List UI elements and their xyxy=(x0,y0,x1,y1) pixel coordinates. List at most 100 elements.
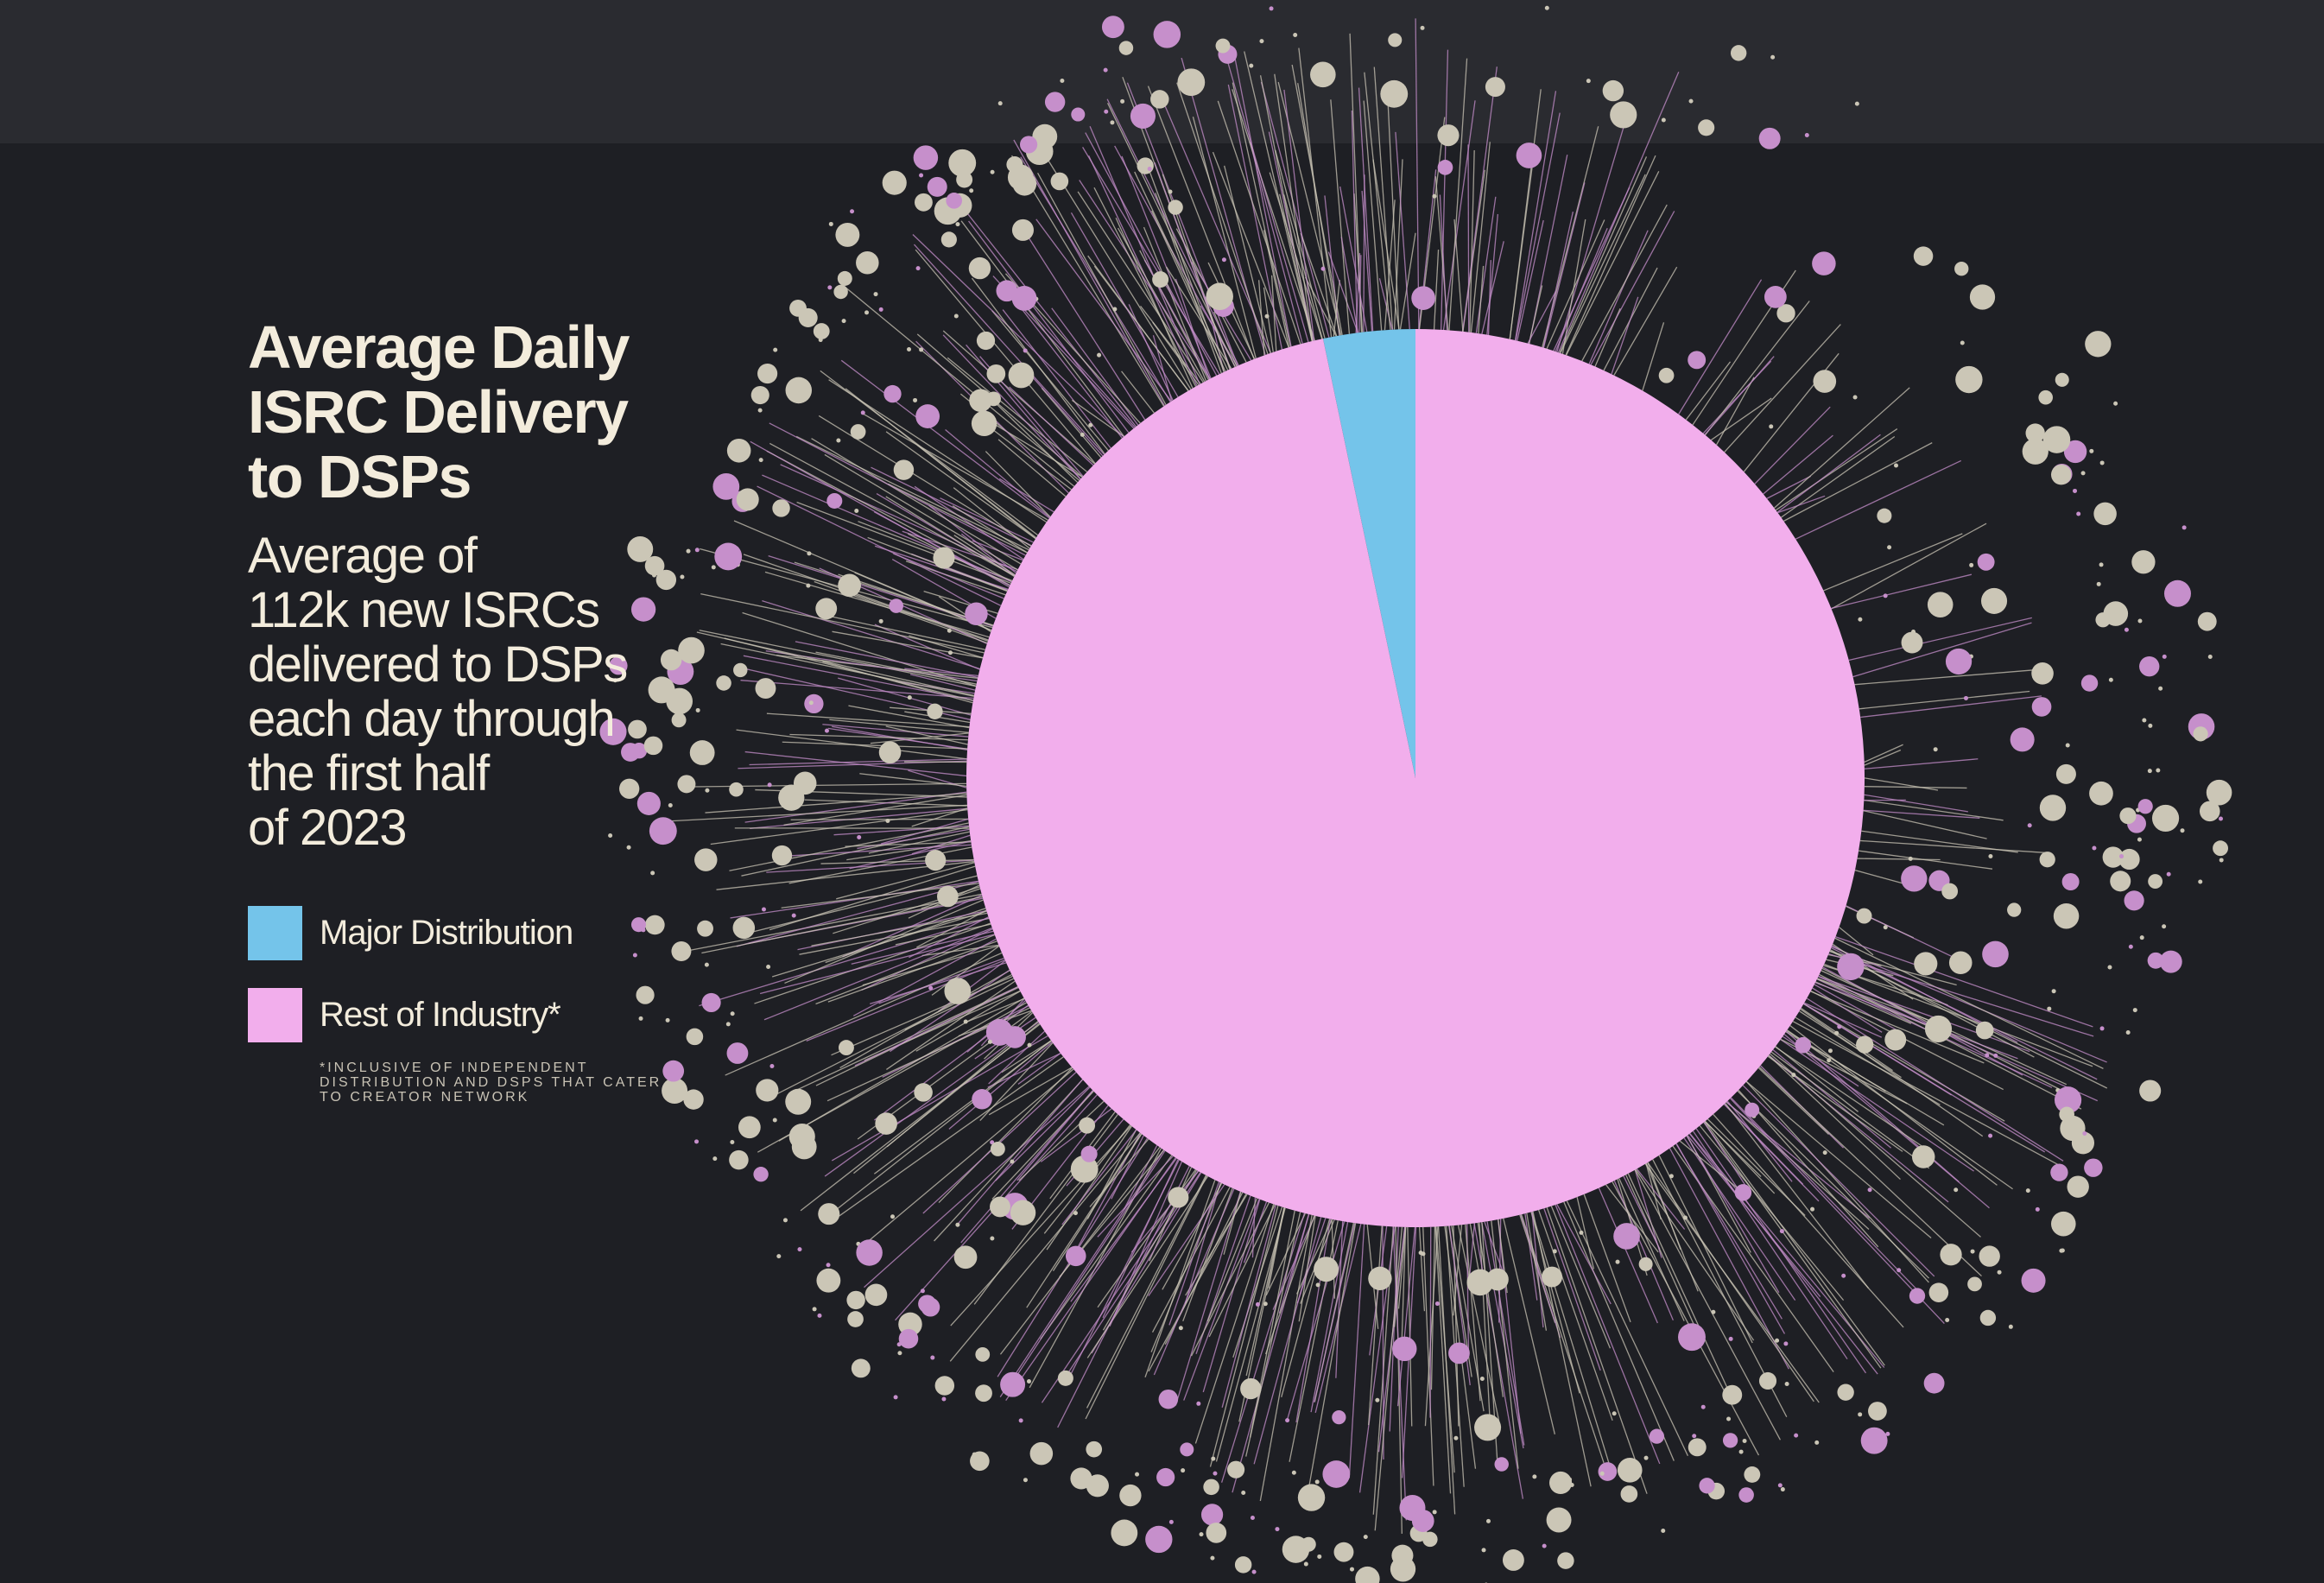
decoration-spoke xyxy=(790,818,969,820)
decoration-dot xyxy=(808,700,814,706)
decoration-spoke xyxy=(1723,1104,1820,1202)
decoration-dot xyxy=(1923,1372,1945,1394)
decoration-dot xyxy=(2039,795,2067,821)
decoration-dot xyxy=(847,1311,864,1327)
decoration-dot xyxy=(671,712,687,728)
decoration-dot xyxy=(1297,1484,1326,1511)
decoration-dot xyxy=(694,848,718,871)
decoration-spoke xyxy=(1041,1170,1199,1403)
decoration-dot xyxy=(2038,389,2053,405)
decoration-dot xyxy=(678,636,705,664)
decoration-spoke xyxy=(1040,1155,1173,1340)
decoration-spoke xyxy=(942,330,1095,465)
decoration-dot xyxy=(897,1351,902,1356)
decoration-dot xyxy=(838,573,861,598)
decoration-spoke xyxy=(1033,377,1104,457)
decoration-spoke xyxy=(730,880,978,919)
legend-swatch-rest xyxy=(248,987,302,1042)
decoration-dot xyxy=(818,1203,840,1225)
decoration-spoke xyxy=(1085,1175,1207,1420)
decoration-spoke xyxy=(1184,1182,1221,1304)
decoration-spoke xyxy=(1148,1184,1225,1297)
decoration-spoke xyxy=(1852,622,2032,678)
decoration-dot xyxy=(921,1297,940,1317)
decoration-spoke xyxy=(725,952,1003,1076)
decoration-dot xyxy=(972,1089,992,1110)
decoration-spoke xyxy=(1581,204,1668,362)
decoration-dot xyxy=(1437,124,1460,147)
decoration-spoke xyxy=(909,916,989,959)
decoration-dot xyxy=(1643,1455,1649,1460)
decoration-spoke xyxy=(1864,794,1968,813)
decoration-spoke xyxy=(1234,58,1292,347)
subtitle-line: delivered to DSPs xyxy=(248,636,628,693)
decoration-spoke xyxy=(1686,1136,1780,1293)
decoration-spoke xyxy=(1590,211,1675,365)
decoration-dot xyxy=(644,555,665,576)
decoration-spoke xyxy=(1353,193,1364,332)
decoration-dot xyxy=(630,597,656,622)
decoration-dot xyxy=(1259,39,1264,44)
decoration-dot xyxy=(730,1139,735,1144)
decoration-dot xyxy=(686,548,691,554)
decoration-dot xyxy=(1909,1288,1926,1304)
decoration-spoke xyxy=(1202,1199,1261,1393)
decoration-spoke xyxy=(1348,1224,1365,1479)
decoration-dot xyxy=(1150,90,1169,109)
decoration-spoke xyxy=(849,840,972,870)
decoration-dot xyxy=(1834,1030,1840,1035)
decoration-spoke xyxy=(1537,1209,1613,1422)
decoration-dot xyxy=(2031,662,2054,685)
decoration-spoke xyxy=(998,478,1054,513)
decoration-spoke xyxy=(1382,1225,1384,1460)
decoration-dot xyxy=(1940,1244,1962,1266)
decoration-dot xyxy=(680,574,685,579)
decoration-dot xyxy=(2147,952,2164,969)
decoration-dot xyxy=(1827,1048,1833,1054)
decoration-dot xyxy=(1070,1467,1092,1490)
decoration-spoke xyxy=(1479,1222,1491,1436)
decoration-spoke xyxy=(1863,810,1987,839)
decoration-dot xyxy=(1924,1015,1953,1043)
decoration-dot xyxy=(2008,1324,2013,1329)
decoration-spoke xyxy=(1467,144,1470,332)
decoration-spoke xyxy=(1754,406,1831,484)
decoration-dot xyxy=(1112,307,1118,312)
decoration-dot xyxy=(1314,1257,1339,1282)
decoration-dot xyxy=(2139,1080,2162,1102)
decoration-dot xyxy=(873,292,878,297)
decoration-dot xyxy=(961,211,966,216)
decoration-spoke xyxy=(818,415,1032,547)
decoration-dot xyxy=(626,845,631,850)
decoration-dot xyxy=(2108,677,2113,682)
chart-info-panel: Average Daily ISRC Delivery to DSPs Aver… xyxy=(248,315,697,1105)
decoration-spoke xyxy=(1340,237,1358,333)
decoration-dot xyxy=(828,221,833,226)
decoration-spoke xyxy=(1683,1137,1796,1301)
decoration-spoke xyxy=(1077,191,1204,383)
decoration-spoke xyxy=(824,1022,1039,1177)
decoration-spoke xyxy=(885,725,968,745)
decoration-dot xyxy=(769,1063,775,1068)
decoration-spoke xyxy=(1812,987,1883,1033)
decoration-dot xyxy=(2156,768,2161,773)
decoration-dot xyxy=(2080,674,2099,692)
decoration-spoke xyxy=(766,450,1012,583)
decoration-spoke xyxy=(1724,324,1841,453)
decoration-dot xyxy=(701,992,721,1013)
decoration-spoke xyxy=(1787,1029,2013,1190)
decoration-spoke xyxy=(1704,301,1810,436)
decoration-spoke xyxy=(1035,218,1172,402)
decoration-spoke xyxy=(1556,1204,1612,1305)
decoration-spoke xyxy=(724,637,973,701)
decoration-dot xyxy=(726,1042,749,1064)
decoration-dot xyxy=(1421,1251,1426,1257)
decoration-spoke xyxy=(744,791,967,823)
decoration-spoke xyxy=(987,1053,1061,1088)
decoration-spoke xyxy=(782,741,968,750)
decoration-spoke xyxy=(769,442,1016,577)
decoration-dot xyxy=(914,1083,933,1102)
decoration-spoke xyxy=(1803,1003,2046,1153)
decoration-dot xyxy=(1775,1338,1780,1343)
decoration-dot xyxy=(1738,1487,1754,1503)
